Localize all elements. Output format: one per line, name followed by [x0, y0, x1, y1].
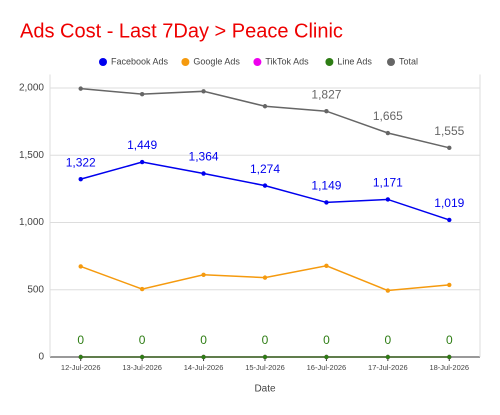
data-point — [262, 183, 268, 188]
y-tick-label: 1,000 — [19, 217, 44, 228]
data-point — [139, 286, 145, 292]
data-label: 1,827 — [311, 87, 341, 101]
y-tick-label: 0 — [38, 352, 44, 363]
data-point — [201, 89, 206, 94]
data-point — [78, 264, 83, 269]
data-point — [201, 171, 206, 176]
legend-marker — [253, 58, 262, 66]
legend-marker — [387, 58, 395, 66]
y-tick-label: 2,000 — [19, 83, 44, 94]
data-label: 1,171 — [373, 176, 403, 190]
data-label: 1,364 — [189, 150, 219, 164]
x-tick-label: 15-Jul-2026 — [245, 363, 285, 372]
x-tick-label: 16-Jul-2026 — [307, 363, 347, 372]
data-point — [262, 104, 268, 109]
data-label: 0 — [385, 333, 392, 347]
legend-label: Google Ads — [193, 56, 240, 66]
data-point — [139, 354, 145, 360]
legend-label: Facebook Ads — [111, 56, 169, 66]
data-label: 1,149 — [311, 179, 341, 193]
data-point — [139, 91, 145, 97]
y-tick-label: 500 — [27, 284, 44, 295]
legend-label: Total — [399, 56, 418, 66]
data-label: 1,322 — [66, 155, 96, 169]
data-label: 1,555 — [434, 124, 464, 138]
data-point — [385, 130, 391, 136]
data-point — [262, 354, 268, 360]
data-point — [385, 288, 391, 293]
data-point — [447, 282, 452, 288]
data-point — [447, 217, 452, 223]
data-point — [324, 200, 329, 205]
data-point — [324, 109, 329, 114]
data-point — [385, 197, 391, 202]
data-point — [78, 86, 83, 91]
data-label: 1,449 — [127, 138, 157, 152]
data-point — [201, 272, 206, 278]
legend-label: TikTok Ads — [265, 56, 309, 66]
data-point — [324, 263, 329, 268]
data-label: 0 — [77, 333, 84, 347]
data-point — [447, 354, 452, 360]
legend-label: Line Ads — [337, 56, 372, 66]
x-tick-label: 12-Jul-2026 — [61, 363, 101, 372]
data-label: 0 — [446, 333, 453, 347]
x-tick-label: 13-Jul-2026 — [122, 363, 162, 372]
data-label: 1,274 — [250, 162, 280, 176]
data-point — [262, 275, 268, 280]
data-label: 0 — [262, 333, 269, 347]
chart-title: Ads Cost - Last 7Day > Peace Clinic — [20, 20, 343, 42]
data-label: 1,665 — [373, 109, 403, 123]
data-label: 0 — [139, 333, 146, 347]
y-tick-label: 1,500 — [19, 150, 44, 161]
x-axis-title: Date — [254, 384, 276, 395]
data-point — [78, 176, 83, 182]
data-label: 0 — [200, 333, 207, 347]
x-tick-label: 18-Jul-2026 — [429, 363, 469, 372]
data-point — [201, 354, 206, 360]
x-tick-label: 17-Jul-2026 — [368, 363, 408, 372]
legend-marker — [99, 58, 107, 66]
legend-marker — [325, 58, 334, 66]
legend-marker — [181, 58, 190, 66]
data-label: 0 — [323, 333, 330, 347]
data-point — [324, 354, 329, 360]
data-label: 1,019 — [434, 196, 464, 210]
data-point — [447, 145, 452, 151]
x-tick-label: 14-Jul-2026 — [184, 363, 224, 372]
data-point — [78, 354, 83, 360]
data-point — [139, 159, 145, 165]
data-point — [385, 354, 391, 360]
